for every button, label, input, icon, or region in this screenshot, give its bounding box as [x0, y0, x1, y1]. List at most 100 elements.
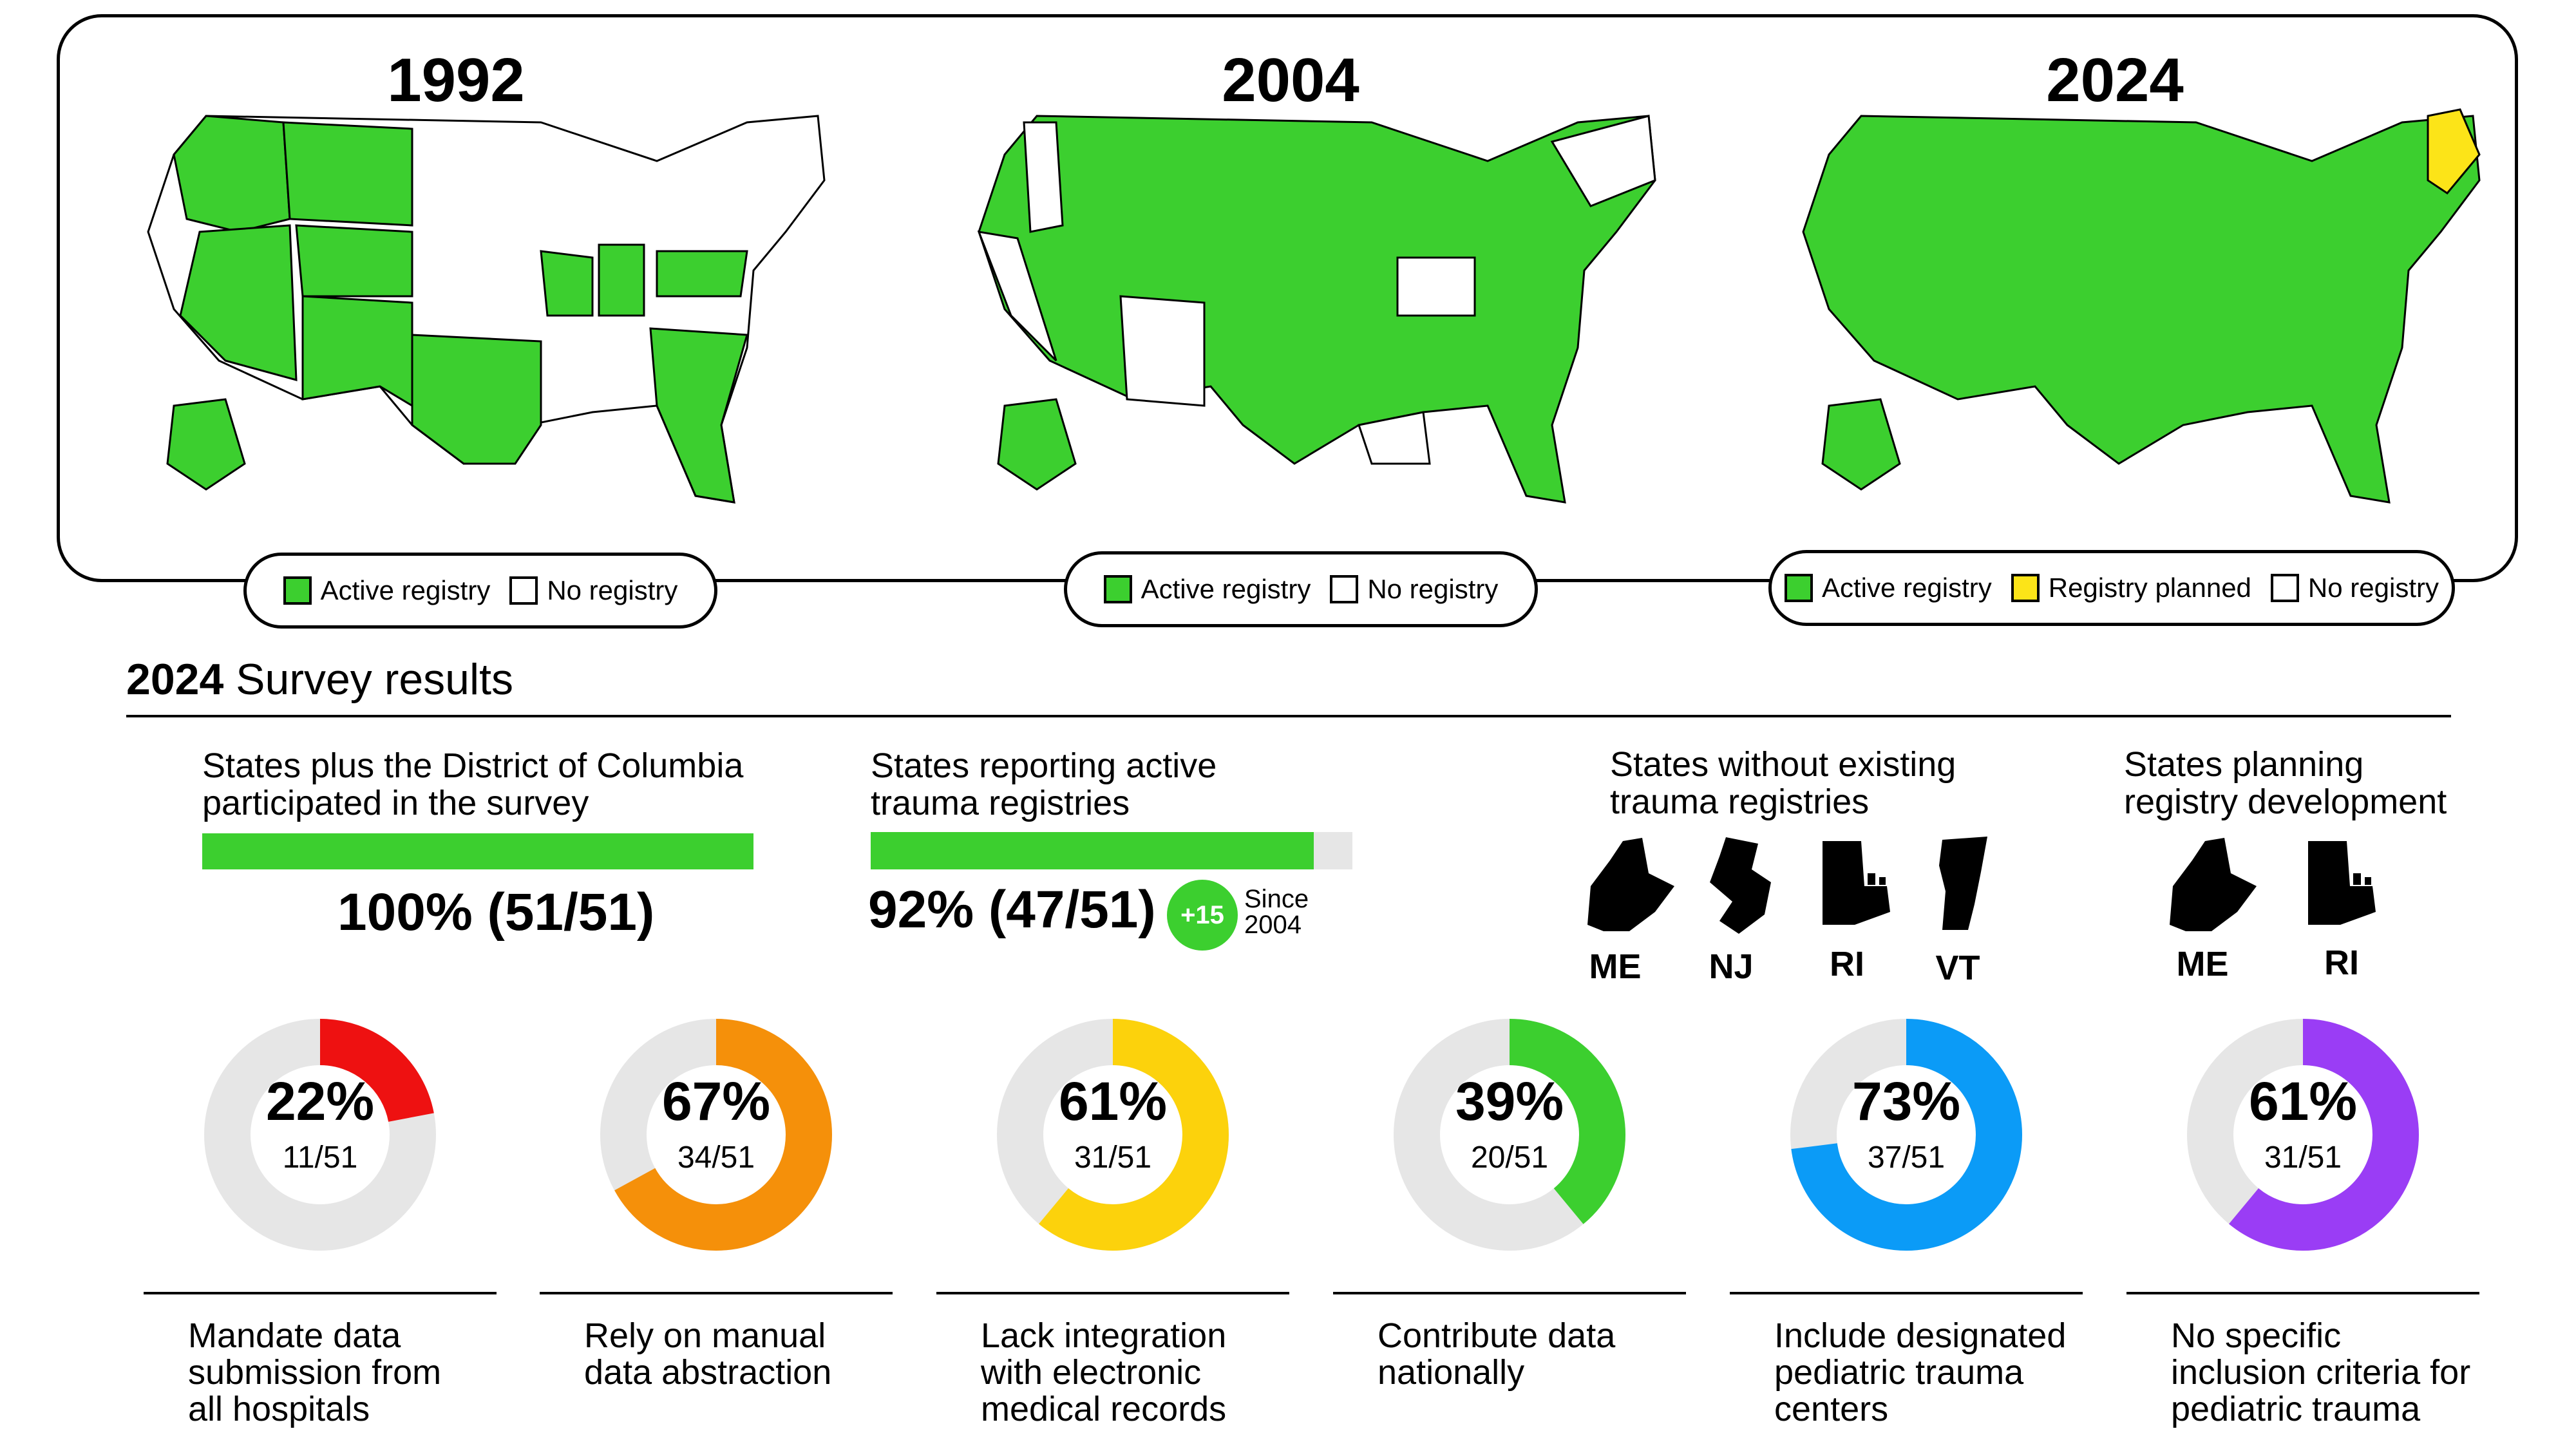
active-heading: States reporting active trauma registrie… — [871, 747, 1217, 822]
caption-line: Rely on manual — [584, 1316, 826, 1355]
legend-swatch-none — [509, 576, 538, 605]
donut-slice — [1790, 1019, 2022, 1251]
legend-1992: Active registry No registry — [243, 553, 717, 629]
donut-percent: 39% — [1455, 1071, 1564, 1132]
caption-line: Contribute data — [1378, 1316, 1616, 1355]
donut-slice — [600, 1019, 832, 1251]
donut-chart — [1394, 1019, 1625, 1251]
map-region — [1821, 398, 1901, 491]
without-heading: States without existing trauma registrie… — [1610, 746, 1956, 820]
map-region — [649, 327, 748, 504]
legend-item: Active registry — [1785, 573, 1992, 603]
donut-chart — [2187, 1019, 2419, 1251]
map-region — [173, 115, 291, 233]
since-line: Since — [1244, 885, 1309, 913]
since-label: Since 2004 — [1244, 886, 1309, 938]
legend-label: Registry planned — [2048, 573, 2251, 603]
legend-label: No registry — [1367, 574, 1499, 604]
donut-percent: 22% — [265, 1071, 375, 1132]
donut-fraction: 34/51 — [677, 1141, 755, 1175]
survey-title-year: 2024 — [126, 655, 224, 704]
donut-fraction: 37/51 — [1867, 1141, 1946, 1175]
map-region — [997, 398, 1077, 491]
caption-line: No specific — [2171, 1316, 2342, 1355]
heading-line: trauma registries — [1610, 782, 1870, 821]
legend-label: Active registry — [1822, 573, 1992, 603]
since-line: 2004 — [1244, 911, 1302, 939]
active-value: 92% (47/51) — [868, 880, 1156, 939]
map-year-2004: 2004 — [1222, 46, 1359, 115]
donut-divider — [540, 1292, 893, 1294]
legend-label: Active registry — [1141, 574, 1311, 604]
state-label: ME — [2176, 945, 2229, 983]
map-region — [179, 224, 298, 381]
map-region — [411, 334, 542, 465]
donut-chart — [600, 1019, 832, 1251]
legend-item: No registry — [2270, 573, 2439, 603]
map-region — [978, 115, 1656, 504]
caption-line: medical records — [981, 1390, 1227, 1428]
donut-caption: Rely on manual data abstraction — [584, 1318, 919, 1391]
donut-chart — [1790, 1019, 2022, 1251]
participation-bar — [202, 833, 753, 869]
donut-divider — [1333, 1292, 1686, 1294]
legend-item: Active registry — [1103, 574, 1311, 605]
caption-line: nationally — [1378, 1353, 1525, 1392]
legend-item: No registry — [509, 575, 677, 606]
map-region — [977, 231, 1057, 362]
planning-heading: States planning registry development — [2124, 746, 2447, 820]
caption-line: data abstraction — [584, 1353, 832, 1392]
state-ri-icon — [1823, 841, 1890, 925]
caption-line: submission from — [188, 1353, 442, 1392]
map-region — [295, 224, 413, 298]
legend-item: No registry — [1330, 574, 1498, 605]
legend-2004: Active registry No registry — [1064, 551, 1538, 627]
donut-caption: Mandate data submission from all hospitals — [188, 1318, 523, 1428]
increase-badge: +15 — [1167, 880, 1238, 951]
state-vt-icon — [1939, 837, 1987, 930]
state-nj-icon — [1710, 837, 1771, 934]
donut-caption: Include designated pediatric trauma center… — [1774, 1318, 2109, 1428]
active-bar-fill — [871, 832, 1314, 869]
map-region — [1550, 115, 1656, 207]
donut-percent: 61% — [1058, 1071, 1168, 1132]
donut-fraction: 20/51 — [1470, 1141, 1549, 1175]
map-region — [301, 295, 413, 408]
map-region — [540, 250, 594, 317]
legend-label: Active registry — [320, 575, 491, 605]
state-label: RI — [2324, 943, 2359, 982]
donut-chart — [997, 1019, 1229, 1251]
state-ri-icon — [2308, 841, 2376, 925]
map-region — [166, 398, 246, 491]
map-region — [656, 250, 748, 298]
map-region — [1023, 121, 1064, 233]
donut-slice — [1394, 1019, 1625, 1251]
participation-heading: States plus the District of Columbia par… — [202, 747, 743, 822]
donut-percent: 73% — [1852, 1071, 1961, 1132]
caption-line: pediatric trauma — [1774, 1353, 2024, 1392]
map-region — [1396, 256, 1476, 317]
heading-line: trauma registries — [871, 784, 1130, 822]
legend-item: Active registry — [283, 575, 491, 606]
heading-line: registry development — [2124, 782, 2447, 821]
donut-percent: 67% — [661, 1071, 771, 1132]
survey-title-text: Survey results — [223, 655, 513, 704]
legend-swatch-none — [2270, 574, 2299, 602]
state-me-icon — [1587, 838, 1674, 931]
legend-2024: Active registry Registry planned No regi… — [1768, 550, 2455, 626]
caption-line: with electronic — [981, 1353, 1202, 1392]
legend-swatch-none — [1330, 575, 1359, 603]
heading-line: States planning — [2124, 745, 2364, 784]
caption-line: Mandate data — [188, 1316, 401, 1355]
caption-line: Include designated — [1774, 1316, 2067, 1355]
donut-caption: No specific inclusion criteria for pediatr… — [2171, 1318, 2506, 1428]
donut-caption: Lack integration with electronic medical r… — [981, 1318, 1316, 1428]
legend-item: Registry planned — [2011, 573, 2251, 603]
state-label: VT — [1935, 949, 1980, 987]
donut-slice — [2187, 1019, 2419, 1251]
map-region — [282, 121, 413, 227]
map-year-1992: 1992 — [387, 46, 525, 115]
heading-line: participated in the survey — [202, 784, 589, 822]
legend-swatch-active — [283, 576, 312, 605]
survey-title: 2024 Survey results — [126, 654, 513, 705]
